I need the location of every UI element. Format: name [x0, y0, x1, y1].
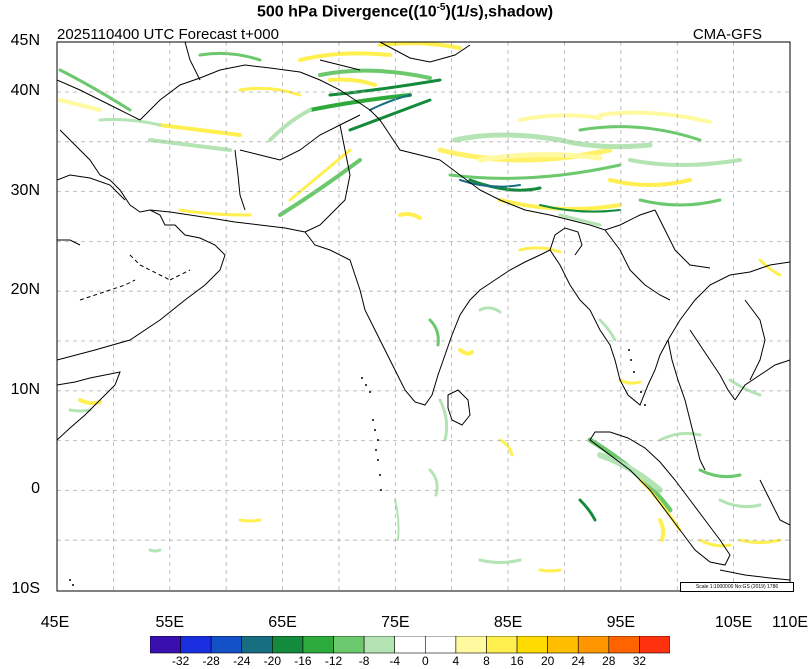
map-title: 500 hPa Divergence((10-5)(1/s),shadow)	[256, 2, 554, 21]
longitude-label: 55E	[155, 614, 184, 631]
colorbar-tick-label: 28	[602, 654, 616, 668]
colorbar-tick-label: -4	[389, 654, 401, 668]
longitude-label: 110E	[771, 614, 809, 631]
colorbar-swatch	[150, 636, 181, 654]
colorbar-swatch	[363, 636, 396, 654]
colorbar-tick-label: 24	[571, 654, 585, 668]
latitude-label: 20N	[10, 281, 40, 299]
divergence-shading	[58, 42, 782, 573]
longitude-label: 75E	[381, 614, 410, 631]
colorbar	[150, 636, 670, 654]
latitude-label: 10S	[11, 580, 40, 597]
colorbar-tick-label: 20	[540, 654, 555, 668]
colorbar-swatch	[272, 636, 304, 654]
colorbar-swatch	[210, 636, 243, 654]
latitude-label: 45N	[10, 32, 40, 49]
colorbar-swatch	[486, 636, 518, 654]
plot-frame	[56, 41, 791, 592]
longitude-label: 95E	[606, 614, 636, 631]
grid-lines	[57, 42, 790, 591]
colorbar-tick-label: -24	[233, 654, 251, 668]
scale-note: Scale 1:1000000 No:GS (2019) 1786	[680, 582, 794, 592]
colorbar-tick-label: -12	[324, 654, 343, 668]
latitude-label: 30N	[10, 181, 40, 199]
longitude-label: 85E	[493, 614, 523, 631]
colorbar-tick-label: 8	[483, 654, 490, 668]
longitude-label: 45E	[40, 614, 70, 631]
colorbar-swatch	[302, 636, 334, 654]
colorbar-tick-label: 4	[452, 654, 460, 668]
colorbar-tick-label: 0	[421, 654, 429, 668]
colorbar-swatch	[608, 636, 640, 654]
colorbar-swatch	[394, 636, 426, 654]
colorbar-swatch	[333, 636, 365, 654]
colorbar-swatch	[455, 636, 487, 654]
disputed-borders	[79, 254, 191, 301]
island-dots	[69, 349, 646, 586]
colorbar-swatch	[547, 636, 579, 654]
colorbar-tick-label: -20	[263, 654, 282, 668]
colorbar-tick-label: -28	[202, 654, 220, 668]
longitude-label: 105E	[714, 614, 753, 631]
colorbar-tick-label: -32	[171, 654, 190, 668]
colorbar-tick-label: -16	[294, 654, 312, 668]
latitude-label: 0	[31, 480, 40, 498]
colorbar-tick-label: 16	[510, 654, 524, 668]
colorbar-swatch	[241, 636, 273, 654]
colorbar-swatch	[639, 636, 670, 654]
colorbar-swatch	[180, 636, 212, 654]
colorbar-tick-label: 32	[632, 654, 647, 668]
model-label: CMA-GFS	[692, 26, 762, 43]
forecast-label: 2025110400 UTC Forecast t+000	[57, 26, 279, 43]
colorbar-tick-label: -8	[358, 654, 370, 668]
colorbar-swatch	[516, 636, 548, 654]
colorbar-swatch	[577, 636, 610, 654]
coastlines	[57, 42, 790, 581]
colorbar-swatch	[424, 636, 457, 654]
latitude-label: 10N	[10, 380, 40, 398]
latitude-label: 40N	[10, 82, 40, 99]
longitude-label: 65E	[268, 614, 297, 631]
